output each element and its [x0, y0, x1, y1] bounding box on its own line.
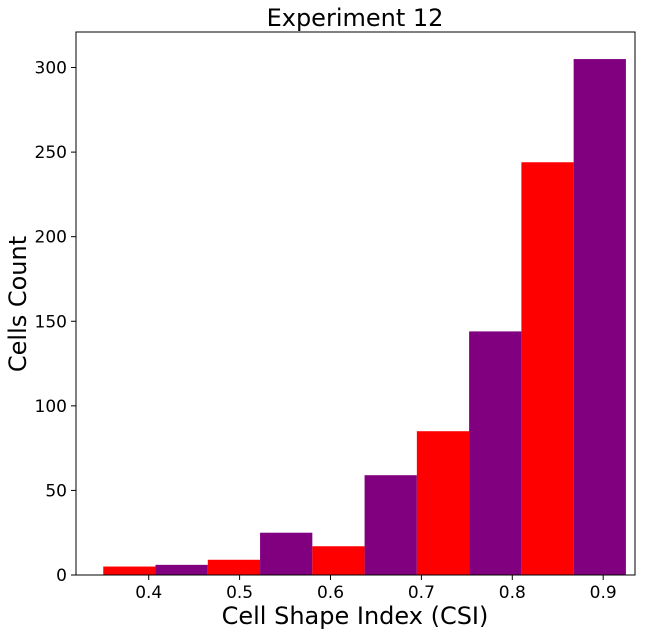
bar-9 [573, 59, 626, 575]
x-tick-label: 0.5 [226, 583, 253, 603]
y-tick-label: 250 [35, 143, 67, 163]
y-tick-label: 200 [35, 228, 67, 248]
bar-2 [207, 559, 261, 575]
y-tick-label: 100 [35, 397, 67, 417]
x-tick-label: 0.8 [499, 583, 526, 603]
x-axis-ticks: 0.4 0.5 0.6 0.7 0.8 0.9 [135, 575, 617, 603]
bar-6 [416, 431, 470, 575]
x-tick-label: 0.4 [135, 583, 162, 603]
bar-7 [469, 331, 522, 575]
bar-5 [364, 475, 417, 575]
y-tick-label: 0 [56, 566, 67, 586]
y-tick-label: 50 [45, 481, 67, 501]
bar-3 [260, 532, 313, 575]
plot-frame [75, 31, 636, 576]
bar-8 [521, 162, 574, 576]
x-axis-label: Cell Shape Index (CSI) [222, 602, 489, 630]
y-axis-label: Cells Count [4, 236, 32, 372]
x-tick-label: 0.9 [590, 583, 617, 603]
y-axis-ticks: 0 50 100 150 200 250 300 [35, 59, 76, 586]
bars-group [103, 59, 626, 576]
bar-0 [103, 566, 156, 575]
y-tick-label: 300 [35, 59, 67, 79]
y-tick-label: 150 [35, 312, 67, 332]
x-tick-label: 0.6 [317, 583, 344, 603]
x-tick-label: 0.7 [408, 583, 435, 603]
chart-title: Experiment 12 [267, 4, 444, 32]
bar-4 [312, 546, 365, 575]
bar-1 [155, 564, 208, 575]
